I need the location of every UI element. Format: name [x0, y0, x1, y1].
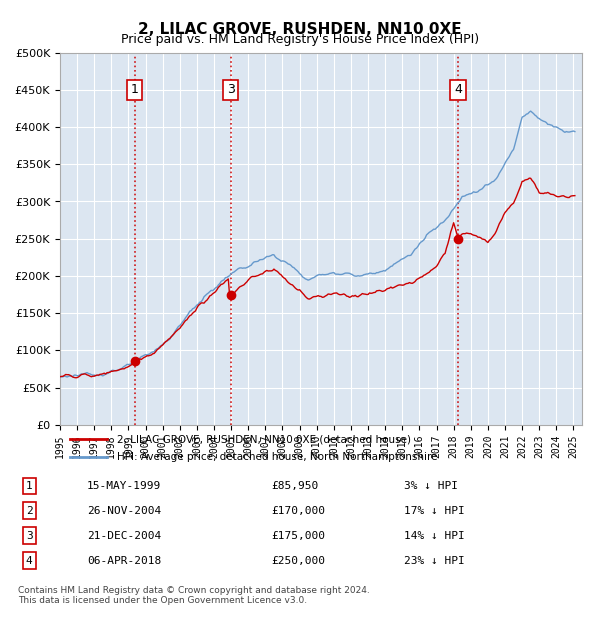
Text: 3: 3: [26, 531, 32, 541]
Text: 4: 4: [26, 556, 32, 565]
Text: 06-APR-2018: 06-APR-2018: [87, 556, 161, 565]
Text: 3: 3: [227, 84, 235, 96]
Text: 17% ↓ HPI: 17% ↓ HPI: [404, 506, 464, 516]
Text: Price paid vs. HM Land Registry's House Price Index (HPI): Price paid vs. HM Land Registry's House …: [121, 33, 479, 46]
Text: 3% ↓ HPI: 3% ↓ HPI: [404, 481, 458, 491]
Text: £85,950: £85,950: [271, 481, 319, 491]
Text: 15-MAY-1999: 15-MAY-1999: [87, 481, 161, 491]
Text: HPI: Average price, detached house, North Northamptonshire: HPI: Average price, detached house, Nort…: [118, 452, 438, 462]
Text: Contains HM Land Registry data © Crown copyright and database right 2024.: Contains HM Land Registry data © Crown c…: [18, 586, 370, 595]
Text: 23% ↓ HPI: 23% ↓ HPI: [404, 556, 464, 565]
Text: 14% ↓ HPI: 14% ↓ HPI: [404, 531, 464, 541]
Text: £175,000: £175,000: [271, 531, 325, 541]
Text: This data is licensed under the Open Government Licence v3.0.: This data is licensed under the Open Gov…: [18, 596, 307, 606]
Text: 21-DEC-2004: 21-DEC-2004: [87, 531, 161, 541]
Text: 2: 2: [26, 506, 32, 516]
Text: £170,000: £170,000: [271, 506, 325, 516]
Text: 2, LILAC GROVE, RUSHDEN, NN10 0XE (detached house): 2, LILAC GROVE, RUSHDEN, NN10 0XE (detac…: [118, 434, 412, 444]
Text: £250,000: £250,000: [271, 556, 325, 565]
Text: 4: 4: [454, 84, 462, 96]
Text: 1: 1: [26, 481, 32, 491]
Text: 1: 1: [131, 84, 139, 96]
Text: 26-NOV-2004: 26-NOV-2004: [87, 506, 161, 516]
Text: 2, LILAC GROVE, RUSHDEN, NN10 0XE: 2, LILAC GROVE, RUSHDEN, NN10 0XE: [138, 22, 462, 37]
